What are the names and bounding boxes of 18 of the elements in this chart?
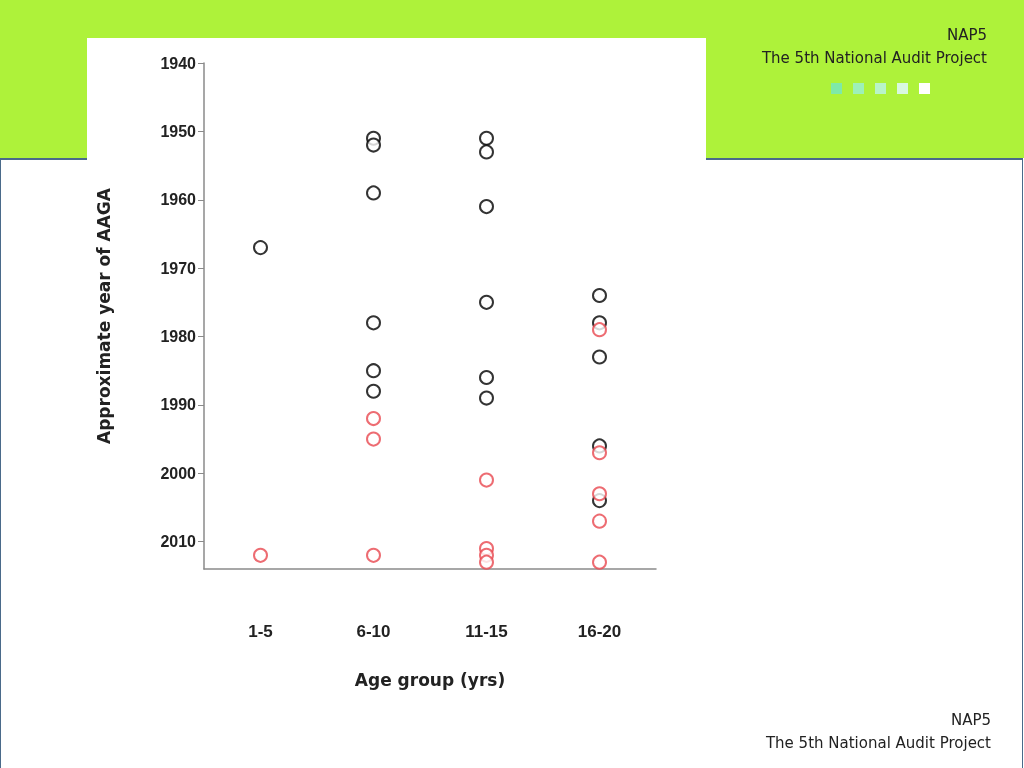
x-tick-label: 16-20 [577, 622, 622, 641]
y-tick-label: 2000 [160, 464, 197, 482]
x-tick-label: 6-10 [356, 622, 391, 641]
y-tick-label: 2010 [160, 533, 197, 551]
y-tick-label: 1990 [160, 396, 197, 414]
x-tick-label: 11-15 [465, 622, 508, 641]
y-tick-label: 1960 [160, 191, 197, 209]
text: The 5th National Audit Project [761, 49, 987, 67]
y-axis-title: Approximate year of AAGA [93, 187, 114, 444]
x-tick-label: 1-5 [248, 622, 273, 641]
y-tick-label: 1940 [160, 54, 197, 72]
text: NAP5 [946, 26, 987, 44]
text: NAP5 [950, 711, 991, 729]
y-tick-label: 1970 [160, 259, 197, 277]
y-tick-label: 1950 [160, 122, 197, 140]
text: The 5th National Audit Project [765, 734, 991, 752]
x-axis-title: Age group (yrs) [354, 669, 506, 690]
y-tick-label: 1980 [160, 328, 197, 346]
